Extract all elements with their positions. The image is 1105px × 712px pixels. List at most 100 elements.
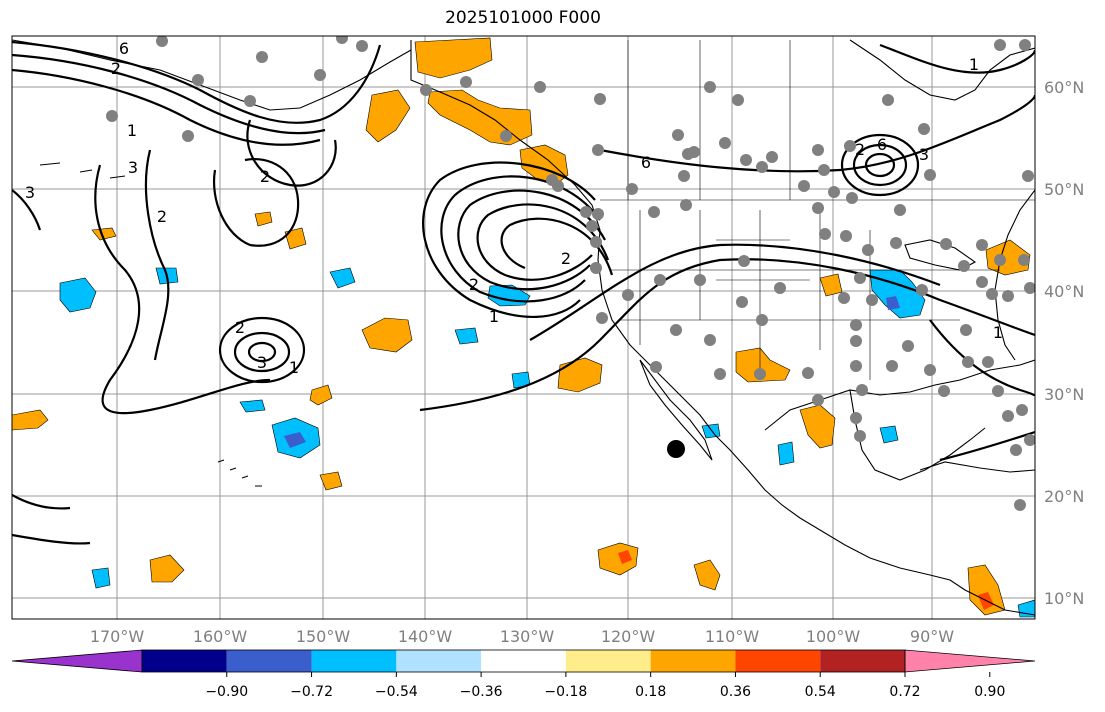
contour-label: 6 (877, 135, 887, 154)
contour-label: 3 (128, 158, 138, 177)
latitude-labels: 60°N 50°N 40°N 30°N 20°N 10°N (1044, 78, 1084, 608)
contour-label: 1 (489, 307, 499, 326)
station-dot (850, 412, 862, 424)
station-dot (886, 360, 898, 372)
station-dot (336, 36, 348, 44)
colorbar-segment (142, 650, 227, 672)
contour-label: 6 (641, 153, 651, 172)
station-dot (992, 385, 1004, 397)
station-dot (828, 186, 840, 198)
station-dot (986, 288, 998, 300)
contour-label: 2 (235, 318, 245, 337)
station-dot (819, 228, 831, 240)
station-dot (802, 367, 814, 379)
contour-label: 2 (111, 59, 121, 78)
contour-label: 2 (157, 207, 167, 226)
station-dot (314, 69, 326, 81)
station-dot (850, 319, 862, 331)
station-dot (678, 170, 690, 182)
station-dot (1002, 290, 1014, 302)
colorbar-tick-labels: −0.90 −0.72 −0.54 −0.36 −0.18 0.18 0.36 0.54 0.7… (205, 672, 1005, 700)
lon-label: 100°W (806, 627, 861, 646)
station-dot (1002, 410, 1014, 422)
contour-label: 2 (469, 275, 479, 294)
colorbar-segment (481, 650, 566, 672)
station-dot (586, 220, 598, 232)
lat-label: 60°N (1044, 78, 1084, 97)
contour-label: 1 (127, 121, 137, 140)
station-dot (890, 237, 902, 249)
station-dot (882, 94, 894, 106)
station-dot (460, 76, 472, 88)
colorbar-tick-label: −0.18 (544, 684, 587, 700)
station-dot (704, 81, 716, 93)
station-dot (962, 356, 974, 368)
shaded-anomalies (12, 37, 1035, 618)
station-dot (420, 84, 432, 96)
colorbar-segment (820, 650, 905, 672)
station-dot (798, 180, 810, 192)
station-dot (850, 335, 862, 347)
station-dot (534, 81, 546, 93)
station-dot (982, 356, 994, 368)
station-dot (594, 93, 606, 105)
station-dot (552, 180, 564, 192)
contour-label: 2 (855, 140, 865, 159)
station-dot (818, 164, 830, 176)
contours (12, 40, 1035, 545)
station-dot (192, 74, 204, 86)
station-dot (244, 95, 256, 107)
station-dot (838, 292, 850, 304)
station-dot (590, 236, 602, 248)
lat-label: 50°N (1044, 180, 1084, 199)
station-dot (850, 360, 862, 372)
station-dot (1024, 434, 1035, 446)
station-dot (256, 51, 268, 63)
station-dot (626, 183, 638, 195)
station-dot (812, 202, 824, 214)
station-dot (1016, 404, 1028, 416)
station-dot (938, 385, 950, 397)
station-dot (754, 368, 766, 380)
contour-label: 2 (260, 167, 270, 186)
station-dot (650, 361, 662, 373)
lon-label: 120°W (601, 627, 656, 646)
lat-label: 30°N (1044, 385, 1084, 404)
station-dot (766, 151, 778, 163)
contour-label: 3 (257, 353, 267, 372)
colorbar-tick-label: −0.90 (205, 684, 248, 700)
station-dot (756, 314, 768, 326)
station-dot (840, 230, 852, 242)
station-dot (862, 244, 874, 256)
station-dot (694, 274, 706, 286)
station-markers (106, 36, 1035, 511)
station-dot (1019, 39, 1031, 51)
colorbar-segment (650, 650, 736, 672)
lat-label: 10°N (1044, 589, 1084, 608)
station-dot (156, 36, 168, 47)
station-dot (940, 238, 952, 250)
station-dot (738, 255, 750, 267)
station-dot (924, 364, 936, 376)
station-dot (856, 384, 868, 396)
station-dot (976, 239, 988, 251)
contour-label: 2 (561, 249, 571, 268)
station-dot (774, 282, 786, 294)
station-dot (894, 204, 906, 216)
contour-label: 1 (969, 55, 979, 74)
station-dot (356, 40, 368, 52)
station-dot (846, 192, 858, 204)
colorbar-tick-label: 0.18 (635, 684, 666, 700)
station-dot (1018, 254, 1030, 266)
station-dot (756, 161, 768, 173)
station-dot (596, 312, 608, 324)
station-dot (732, 94, 744, 106)
station-dot (654, 274, 666, 286)
contour-label: 1 (993, 323, 1003, 342)
station-dot (866, 294, 878, 306)
colorbar-tick-label: 0.36 (720, 684, 751, 700)
station-dot (500, 130, 512, 142)
gridlines (12, 36, 1035, 619)
station-dot (592, 144, 604, 156)
